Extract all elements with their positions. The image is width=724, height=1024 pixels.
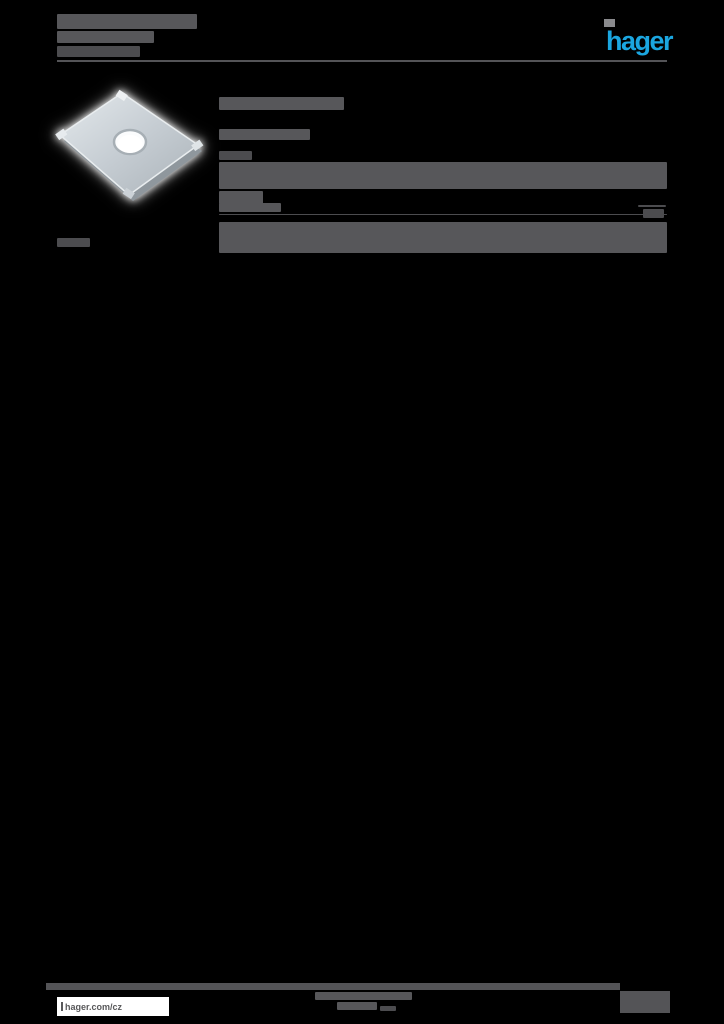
footer-website-label: hager.com/cz bbox=[65, 1001, 123, 1012]
header-divider bbox=[57, 60, 667, 62]
header-subtitle-line-redacted bbox=[57, 31, 154, 43]
product-image-metal-plate bbox=[55, 89, 204, 201]
details-block-redacted bbox=[219, 222, 667, 253]
product-title-redacted bbox=[219, 97, 344, 110]
description-tail-redacted bbox=[219, 191, 263, 204]
footer-center-line1-redacted bbox=[315, 992, 412, 1000]
footer-divider-bar bbox=[46, 983, 620, 990]
logo-mark-icon bbox=[604, 19, 615, 27]
corner-tab bbox=[115, 89, 128, 102]
margin-label-redacted bbox=[57, 238, 90, 247]
footer-center-line3-redacted bbox=[380, 1006, 396, 1011]
section-heading-redacted bbox=[219, 129, 310, 140]
hager-footer-mark-icon bbox=[61, 1002, 63, 1011]
description-block-redacted bbox=[219, 162, 667, 189]
right-item-redacted bbox=[643, 209, 664, 218]
footer-center-line2-redacted bbox=[337, 1002, 377, 1010]
hager-logo: hager bbox=[605, 26, 674, 56]
corner-tab bbox=[122, 187, 135, 200]
corner-tab bbox=[191, 139, 204, 152]
small-label-redacted bbox=[219, 151, 252, 160]
right-item-line bbox=[638, 205, 666, 207]
footer-page-number-box bbox=[620, 991, 670, 1013]
section2-heading-redacted bbox=[219, 203, 281, 212]
section2-divider bbox=[219, 214, 667, 215]
corner-tab bbox=[55, 128, 68, 141]
header-reference-line-redacted bbox=[57, 46, 140, 57]
header-title-line-redacted bbox=[57, 14, 197, 29]
footer-website-box: hager.com/cz bbox=[57, 997, 169, 1016]
plate-center-hole-inner bbox=[117, 135, 143, 153]
